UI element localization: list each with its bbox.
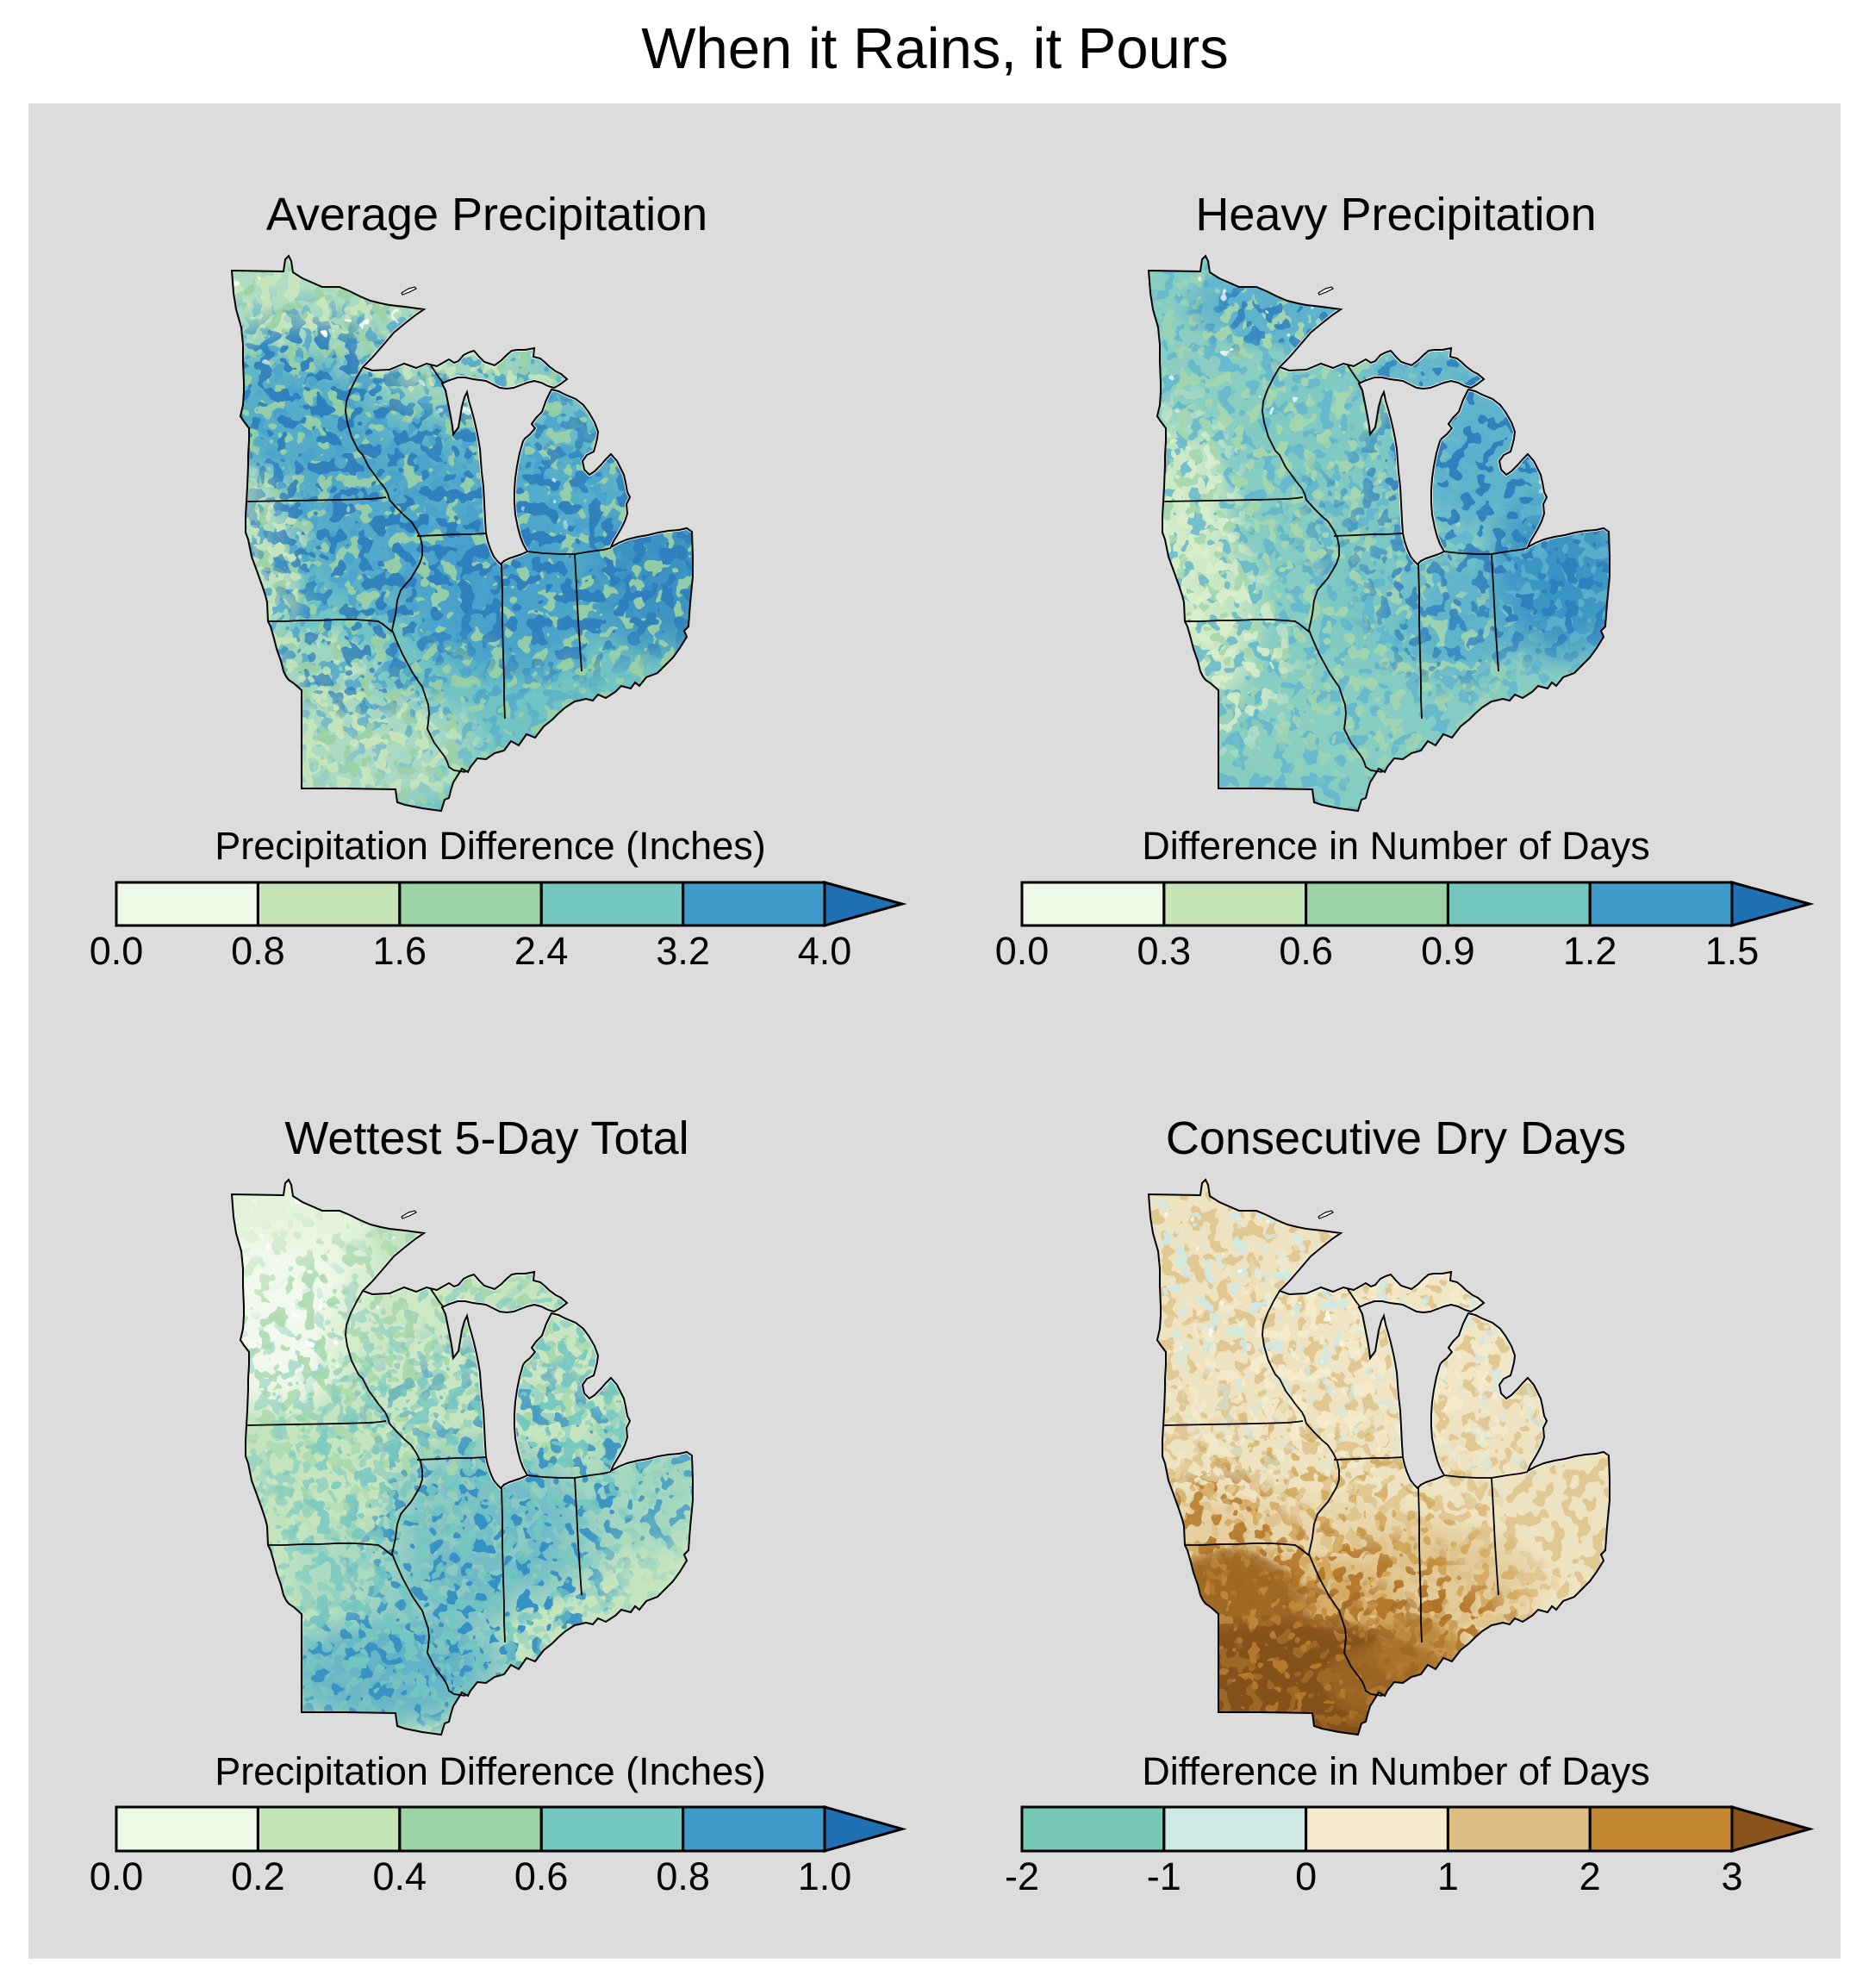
svg-text:Difference in Number of Days: Difference in Number of Days [1142,824,1649,868]
svg-text:0.4: 0.4 [373,1854,427,1898]
svg-text:Precipitation Difference (Inch: Precipitation Difference (Inches) [215,824,765,868]
svg-text:4.0: 4.0 [798,929,852,973]
svg-text:Precipitation Difference (Inch: Precipitation Difference (Inches) [215,1749,765,1793]
svg-text:0.0: 0.0 [90,1854,144,1898]
svg-text:2.4: 2.4 [514,929,569,973]
svg-text:3: 3 [1721,1854,1742,1898]
svg-text:0.6: 0.6 [1279,929,1333,973]
svg-text:0.6: 0.6 [514,1854,569,1898]
svg-text:0.8: 0.8 [656,1854,710,1898]
svg-text:1: 1 [1437,1854,1459,1898]
svg-text:Heavy Precipitation: Heavy Precipitation [1195,189,1596,240]
svg-text:0: 0 [1295,1854,1317,1898]
svg-text:1.2: 1.2 [1563,929,1617,973]
svg-text:-1: -1 [1147,1854,1181,1898]
svg-text:Difference in Number of Days: Difference in Number of Days [1142,1749,1649,1793]
svg-text:Average Precipitation: Average Precipitation [266,189,707,240]
svg-text:Consecutive Dry Days: Consecutive Dry Days [1166,1112,1626,1164]
svg-text:-2: -2 [1005,1854,1039,1898]
svg-text:0.3: 0.3 [1137,929,1192,973]
svg-text:When it Rains, it Pours: When it Rains, it Pours [641,16,1228,81]
svg-text:0.0: 0.0 [995,929,1050,973]
svg-text:0.8: 0.8 [231,929,285,973]
svg-text:2: 2 [1579,1854,1601,1898]
svg-text:0.2: 0.2 [231,1854,285,1898]
svg-text:0.9: 0.9 [1421,929,1475,973]
svg-text:3.2: 3.2 [656,929,710,973]
svg-text:1.0: 1.0 [798,1854,852,1898]
svg-text:1.6: 1.6 [373,929,427,973]
svg-text:0.0: 0.0 [90,929,144,973]
svg-text:1.5: 1.5 [1705,929,1760,973]
svg-text:Wettest 5-Day Total: Wettest 5-Day Total [284,1112,688,1164]
